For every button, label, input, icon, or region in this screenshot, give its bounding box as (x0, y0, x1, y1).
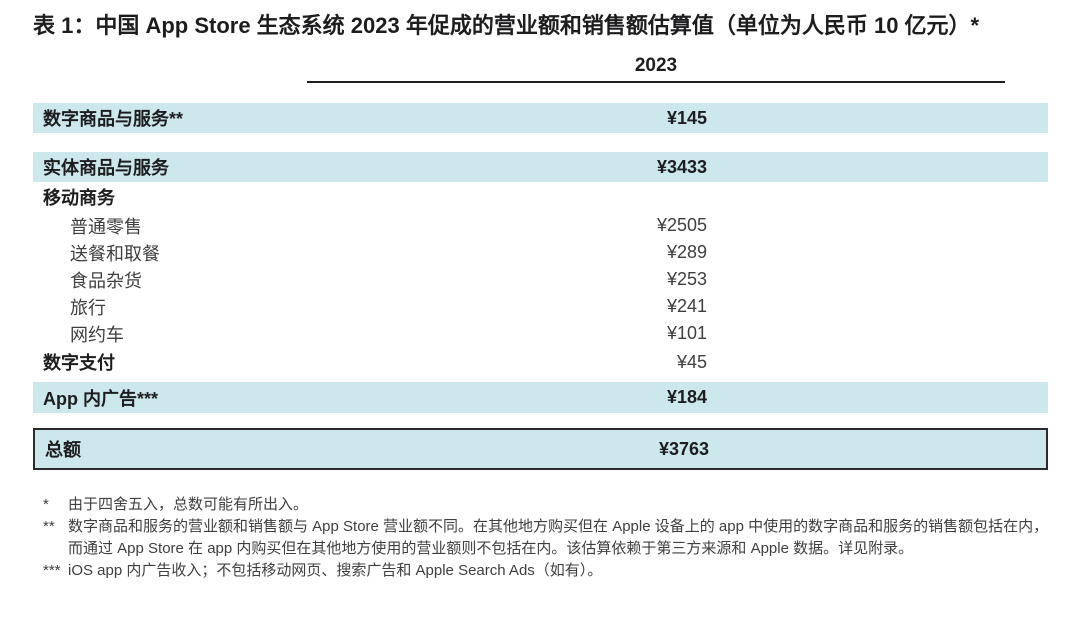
row-label: 旅行 (70, 297, 106, 318)
row-label: 移动商务 (43, 188, 115, 208)
footnote: * 由于四舍五入，总数可能有所出入。 (33, 494, 1063, 516)
table-row-travel: 旅行 ¥241 (33, 293, 1048, 320)
footnote-marker: * (43, 496, 49, 513)
row-value: ¥45 (676, 351, 707, 372)
row-value: ¥253 (666, 269, 707, 289)
table-title: 表 1：中国 App Store 生态系统 2023 年促成的营业额和销售额估算… (33, 13, 980, 38)
row-value: ¥241 (666, 296, 707, 316)
footnote-marker: ** (43, 518, 55, 535)
row-value: ¥145 (666, 107, 707, 128)
year-column-header: 2023 (307, 56, 1005, 83)
footnotes: * 由于四舍五入，总数可能有所出入。 ** 数字商品和服务的营业额和销售额与 A… (33, 494, 1063, 582)
table-row-groceries: 食品杂货 ¥253 (33, 266, 1048, 293)
row-value: ¥289 (666, 242, 707, 262)
row-value: ¥3433 (656, 156, 707, 177)
row-label: 普通零售 (70, 216, 142, 237)
total-row: 总额 ¥3763 (33, 428, 1048, 470)
row-label: 数字商品与服务** (43, 109, 184, 129)
total-label: 总额 (45, 440, 81, 460)
table-row-ride-hailing: 网约车 ¥101 (33, 320, 1048, 347)
total-value: ¥3763 (658, 438, 709, 459)
row-label: 数字支付 (43, 353, 115, 373)
table-row-digital-goods: 数字商品与服务** ¥145 (33, 103, 1048, 133)
row-value: ¥184 (666, 387, 707, 407)
row-value: ¥101 (666, 323, 707, 343)
table-row-food-delivery: 送餐和取餐 ¥289 (33, 239, 1048, 266)
footnote-text: 数字商品和服务的营业额和销售额与 App Store 营业额不同。在其他地方购买… (68, 518, 1049, 557)
footnote-marker: *** (43, 562, 61, 579)
estimates-table: 数字商品与服务** ¥145 实体商品与服务 ¥3433 移动商务 普通零售 ¥… (33, 103, 1048, 470)
row-label: 实体商品与服务 (43, 158, 169, 178)
row-label: 送餐和取餐 (70, 243, 160, 264)
footnote: ** 数字商品和服务的营业额和销售额与 App Store 营业额不同。在其他地… (33, 516, 1063, 560)
table-row-digital-payments: 数字支付 ¥45 (33, 347, 1048, 377)
table-row-physical-goods: 实体商品与服务 ¥3433 (33, 152, 1048, 182)
row-label: App 内广告*** (43, 388, 159, 409)
row-value: ¥2505 (656, 215, 707, 235)
row-label: 食品杂货 (70, 270, 142, 291)
footnote-text: 由于四舍五入，总数可能有所出入。 (68, 496, 309, 513)
table-row-mobile-commerce: 移动商务 (33, 182, 1048, 212)
table-row-general-retail: 普通零售 ¥2505 (33, 212, 1048, 239)
footnote-text: iOS app 内广告收入；不包括移动网页、搜索广告和 Apple Search… (68, 562, 603, 579)
row-label: 网约车 (70, 324, 124, 345)
table-row-in-app-advertising: App 内广告*** ¥184 (33, 382, 1048, 413)
footnote: *** iOS app 内广告收入；不包括移动网页、搜索广告和 Apple Se… (33, 560, 1063, 582)
